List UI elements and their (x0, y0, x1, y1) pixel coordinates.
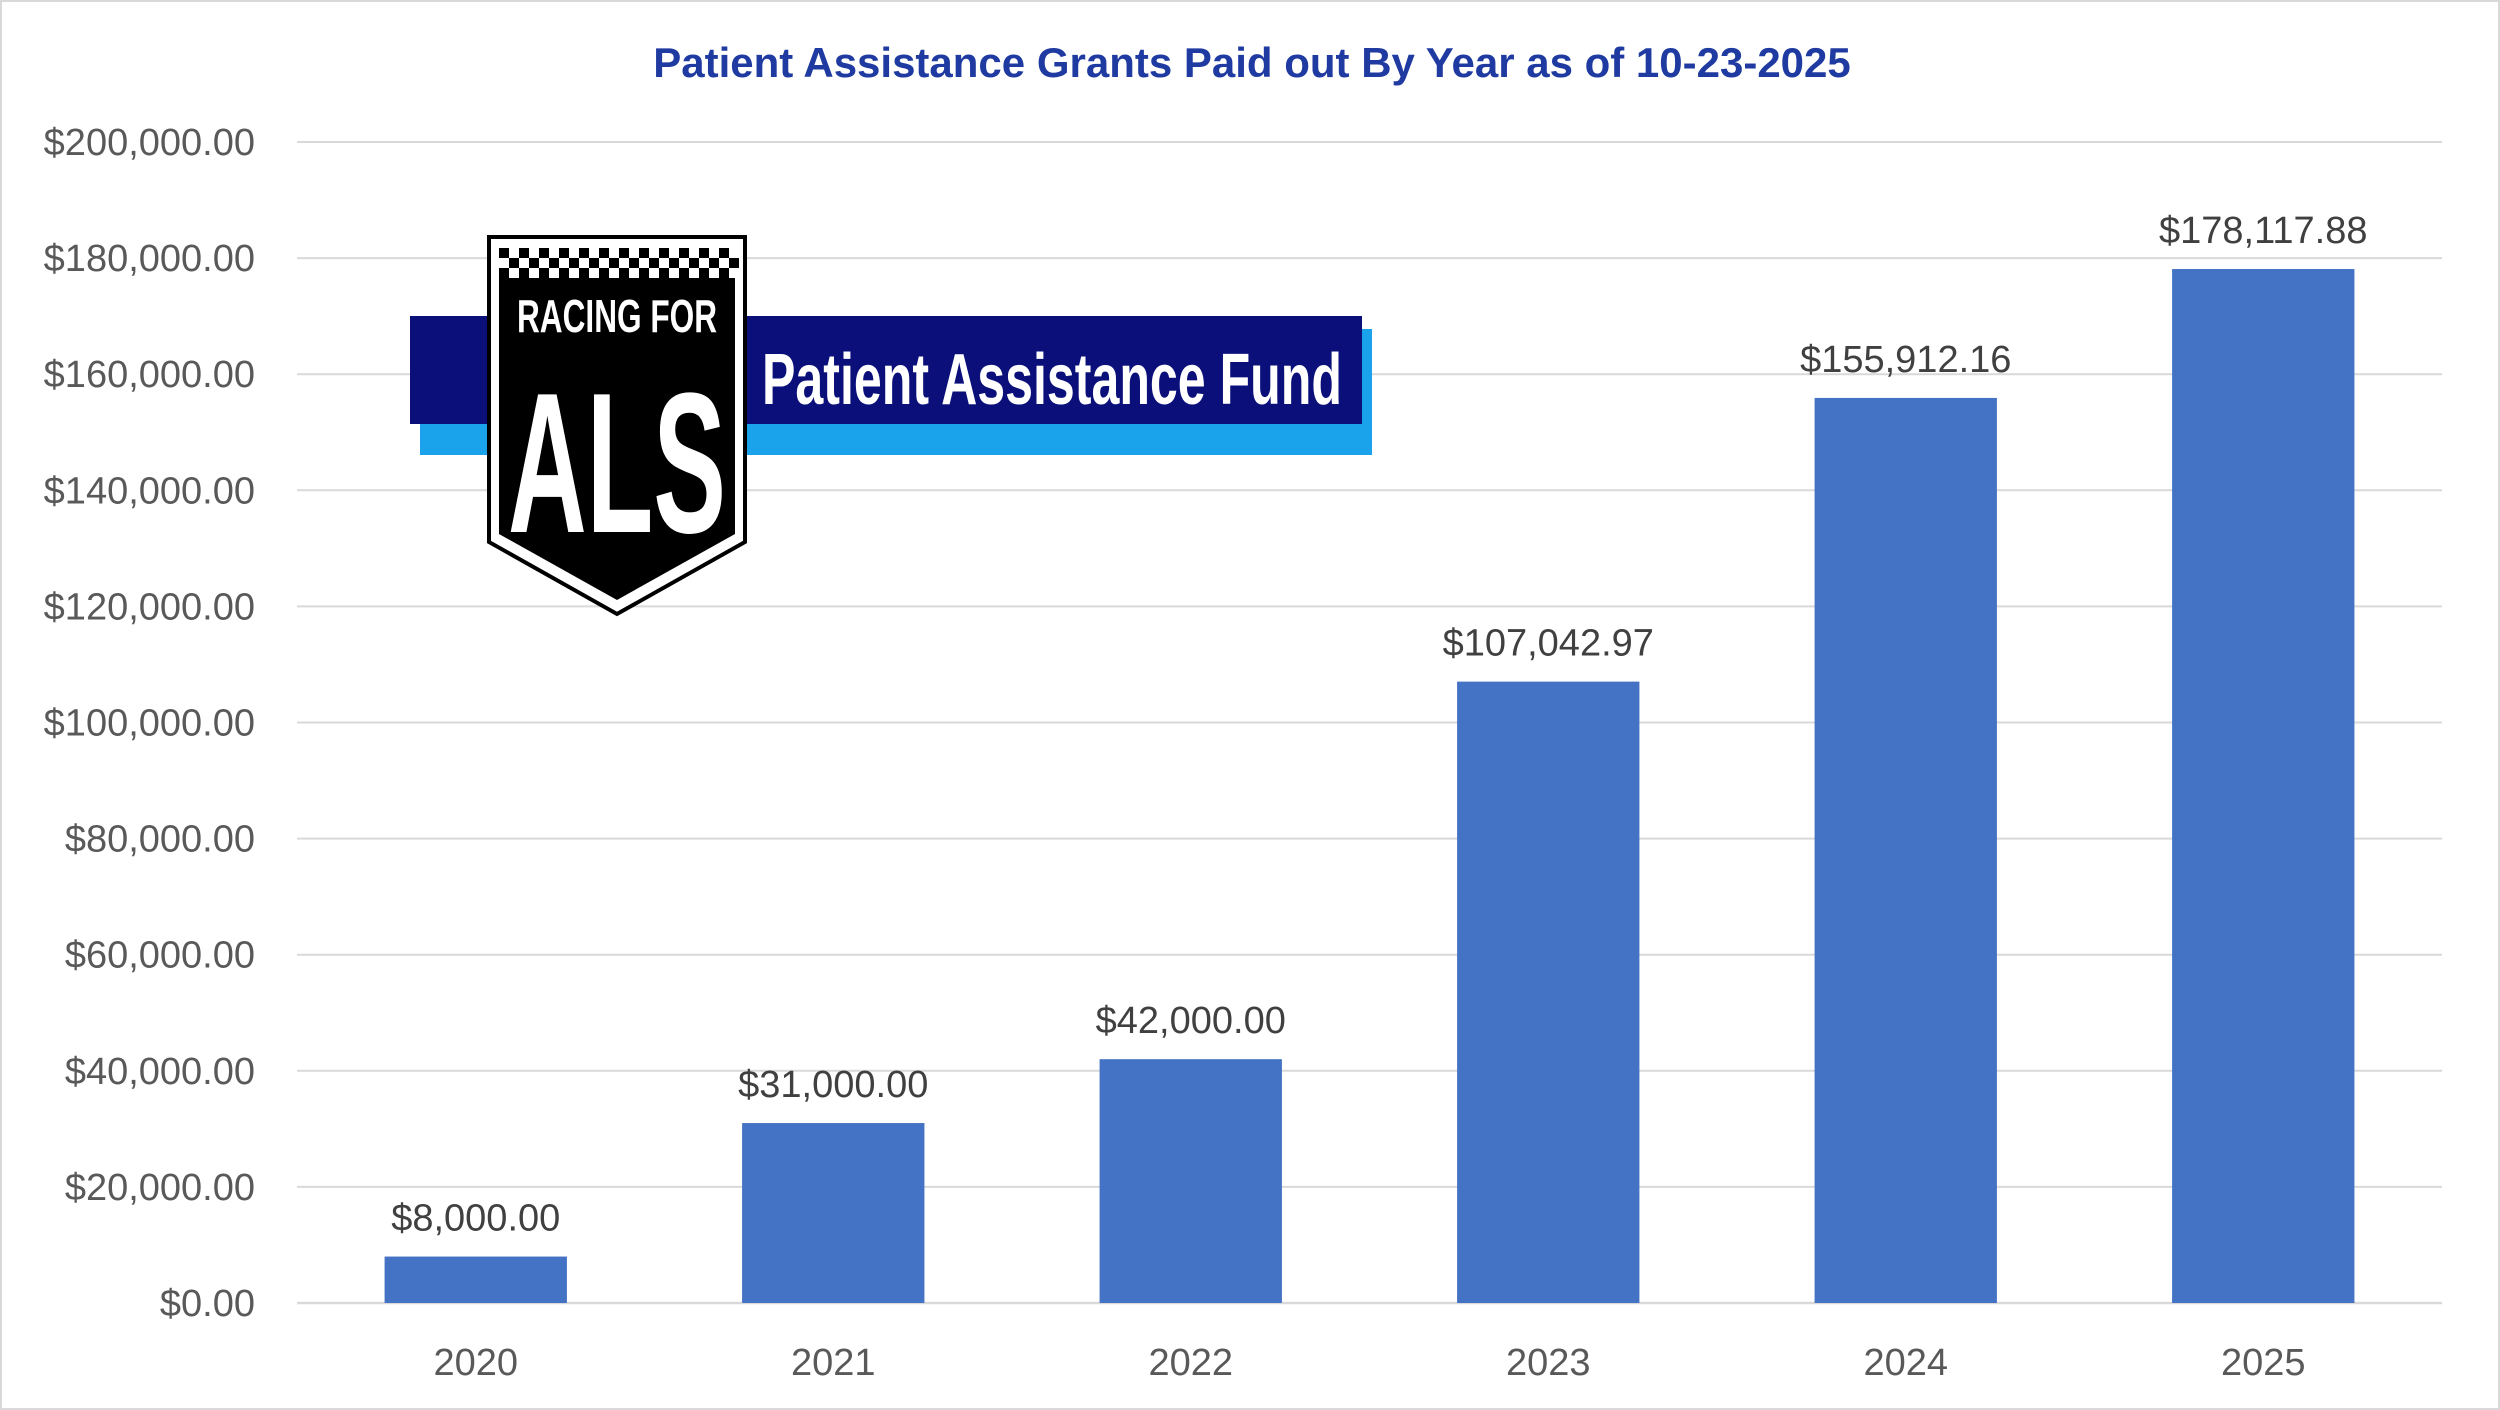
logo-banner-text: Patient Assistance Fund (762, 340, 1342, 420)
chart-title: Patient Assistance Grants Paid out By Ye… (653, 39, 1851, 86)
bar-2024 (1814, 397, 1997, 1303)
bar-2020 (384, 1256, 567, 1303)
y-tick-label: $200,000.00 (44, 122, 255, 164)
y-tick-label: $160,000.00 (44, 354, 255, 396)
x-tick-label: 2020 (433, 1342, 518, 1384)
y-tick-label: $100,000.00 (44, 703, 255, 745)
data-label-2024: $155,912.16 (1800, 339, 2011, 381)
data-label-2025: $178,117.88 (2159, 210, 2368, 252)
x-tick-label: 2022 (1148, 1342, 1233, 1384)
bar-2022 (1099, 1059, 1282, 1303)
x-tick-label: 2024 (1863, 1342, 1948, 1384)
y-tick-label: $80,000.00 (65, 819, 255, 861)
y-tick-label: $180,000.00 (44, 238, 255, 280)
y-tick-label: $120,000.00 (44, 586, 255, 628)
data-label-2022: $42,000.00 (1096, 1000, 1286, 1042)
logo-line1: RACING FOR (517, 290, 717, 342)
y-axis-tick-labels: $0.00 $20,000.00 $40,000.00 $60,000.00 $80,0… (44, 122, 255, 1325)
bars (384, 269, 2355, 1304)
y-tick-label: $60,000.00 (65, 935, 255, 977)
data-label-2023: $107,042.97 (1443, 623, 1654, 665)
x-axis-tick-labels: 2020 2021 2022 2023 2024 2025 (433, 1342, 2305, 1384)
y-tick-label: $20,000.00 (65, 1167, 255, 1209)
data-labels: $8,000.00 $31,000.00 $42,000.00 $107,042.97… (391, 210, 2367, 1240)
bar-2021 (742, 1123, 925, 1303)
data-label-2021: $31,000.00 (738, 1064, 928, 1106)
y-tick-label: $140,000.00 (44, 470, 255, 512)
x-tick-label: 2025 (2221, 1342, 2306, 1384)
y-tick-label: $0.00 (160, 1283, 255, 1325)
bar-2023 (1457, 681, 1640, 1303)
bar-2025 (2172, 269, 2355, 1304)
racing-for-als-logo: Patient Assistance Fund RACING FOR ALS (410, 235, 1372, 617)
y-tick-label: $40,000.00 (65, 1051, 255, 1093)
data-label-2020: $8,000.00 (391, 1198, 560, 1240)
checkered-flag-pattern (499, 248, 739, 278)
logo-line2: ALS (508, 352, 726, 575)
x-tick-label: 2021 (791, 1342, 876, 1384)
x-tick-label: 2023 (1506, 1342, 1591, 1384)
